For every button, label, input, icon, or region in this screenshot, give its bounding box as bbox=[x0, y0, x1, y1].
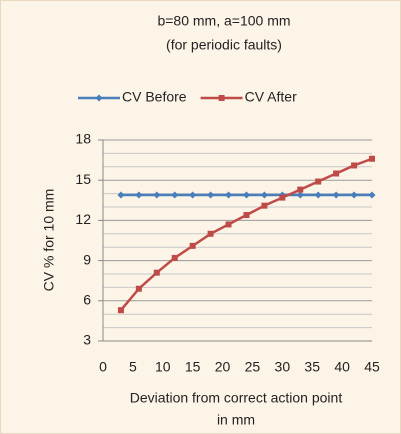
x-tick-label: 45 bbox=[364, 359, 380, 375]
marker bbox=[153, 269, 160, 276]
y-tick-label: 18 bbox=[75, 131, 91, 147]
marker bbox=[207, 230, 214, 237]
y-tick-label: 9 bbox=[83, 251, 91, 267]
y-tick-label: 15 bbox=[75, 171, 91, 187]
x-tick-label: 35 bbox=[304, 359, 320, 375]
y-tick-label: 6 bbox=[83, 292, 91, 308]
marker bbox=[189, 191, 197, 199]
x-tick-label: 5 bbox=[129, 359, 137, 375]
marker bbox=[135, 191, 143, 199]
x-axis-label: Deviation from correct action point bbox=[130, 390, 343, 406]
y-axis-label: CV % for 10 mm bbox=[41, 189, 57, 292]
x-tick-label: 0 bbox=[99, 359, 107, 375]
x-axis-label: in mm bbox=[217, 412, 255, 428]
marker bbox=[135, 285, 142, 292]
x-tick-label: 25 bbox=[245, 359, 261, 375]
marker bbox=[225, 221, 232, 228]
x-tick-label: 10 bbox=[155, 359, 171, 375]
y-tick-label: 12 bbox=[75, 211, 91, 227]
marker bbox=[333, 170, 340, 177]
legend-label: CV Before bbox=[122, 89, 187, 105]
marker bbox=[171, 191, 179, 199]
marker bbox=[153, 191, 161, 199]
marker bbox=[225, 191, 233, 199]
marker bbox=[296, 191, 304, 199]
x-tick-label: 15 bbox=[185, 359, 201, 375]
marker bbox=[314, 191, 322, 199]
marker bbox=[279, 194, 286, 201]
legend-marker bbox=[95, 94, 103, 102]
marker bbox=[189, 242, 196, 249]
marker bbox=[315, 178, 322, 185]
x-tick-label: 40 bbox=[334, 359, 350, 375]
marker bbox=[243, 212, 250, 219]
marker bbox=[368, 191, 376, 199]
marker bbox=[117, 307, 124, 314]
chart-title: b=80 mm, a=100 mm bbox=[157, 13, 290, 29]
marker bbox=[207, 191, 215, 199]
x-tick-label: 20 bbox=[215, 359, 231, 375]
marker bbox=[171, 254, 178, 261]
marker bbox=[261, 202, 268, 209]
marker bbox=[117, 191, 125, 199]
marker bbox=[350, 191, 358, 199]
legend-label: CV After bbox=[245, 89, 297, 105]
marker bbox=[297, 186, 304, 193]
marker bbox=[242, 191, 250, 199]
chart-title: (for periodic faults) bbox=[166, 37, 282, 53]
marker bbox=[332, 191, 340, 199]
x-tick-label: 30 bbox=[275, 359, 291, 375]
marker bbox=[351, 162, 358, 169]
marker bbox=[260, 191, 268, 199]
y-tick-label: 3 bbox=[83, 332, 91, 348]
marker bbox=[369, 155, 375, 162]
legend-marker bbox=[218, 95, 225, 101]
